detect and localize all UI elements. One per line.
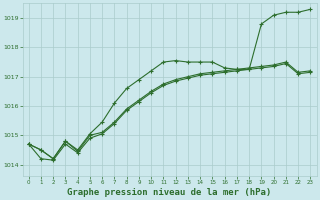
X-axis label: Graphe pression niveau de la mer (hPa): Graphe pression niveau de la mer (hPa) <box>68 188 272 197</box>
